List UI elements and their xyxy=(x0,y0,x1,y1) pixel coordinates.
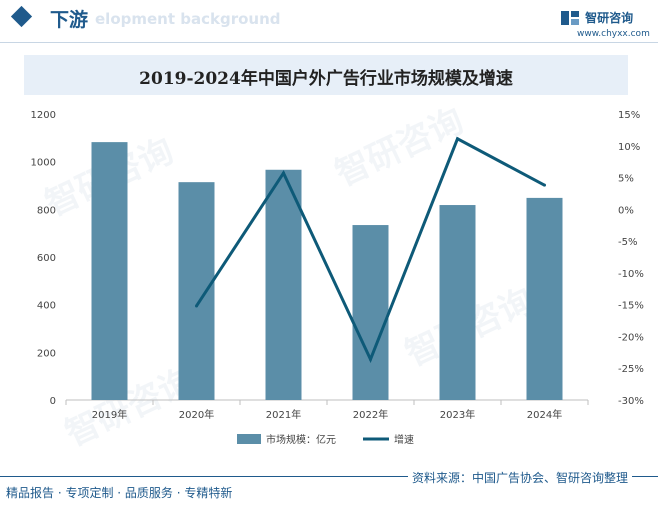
growth-point xyxy=(543,183,546,187)
bar-market-size xyxy=(526,197,563,400)
bar-market-size xyxy=(178,182,215,400)
legend-bar-swatch xyxy=(237,434,261,444)
growth-point xyxy=(195,304,198,308)
y-right-tick-label: -20% xyxy=(618,332,644,343)
bar-market-size xyxy=(265,169,302,400)
chart-title-band: 2019-2024年中国户外广告行业市场规模及增速 xyxy=(24,55,628,95)
y-left-tick-label: 600 xyxy=(37,253,56,264)
bar-market-size xyxy=(439,205,476,400)
y-right-tick-label: -5% xyxy=(618,237,637,248)
y-left-tick-label: 200 xyxy=(37,348,56,359)
brand-logo: 智研咨询 xyxy=(560,7,633,26)
footer-divider xyxy=(0,476,658,477)
x-tick-label: 2020年 xyxy=(179,408,214,421)
y-right-tick-label: 10% xyxy=(618,142,640,153)
y-right-tick-label: -25% xyxy=(618,364,644,375)
data-source: 资料来源：中国广告协会、智研咨询整理 xyxy=(408,469,633,486)
page-header: elopment background 下游 智研咨询 www.chyxx.co… xyxy=(0,0,658,44)
growth-point xyxy=(369,357,372,361)
market-size-chart: 2019年 2020年 2021年 2022年 2023年 2024年 0 200 400 600… xyxy=(31,110,644,446)
x-tick-label: 2021年 xyxy=(266,408,301,421)
section-subtitle: elopment background xyxy=(95,10,281,28)
logo-icon xyxy=(561,10,579,25)
bar-market-size xyxy=(352,225,389,400)
y-right-tick-label: -10% xyxy=(618,269,644,280)
y-right-tick-label: 5% xyxy=(618,174,634,185)
x-tick-label: 2024年 xyxy=(527,408,562,421)
bar-market-size xyxy=(91,142,128,400)
y-left-tick-label: 800 xyxy=(37,205,56,216)
legend-line-label: 增速 xyxy=(394,433,414,446)
section-title: 下游 xyxy=(50,9,89,31)
x-tick-label: 2022年 xyxy=(353,408,388,421)
y-right-tick-label: -30% xyxy=(618,396,644,407)
legend-bar-label: 市场规模：亿元 xyxy=(266,433,336,446)
x-tick-label: 2023年 xyxy=(440,408,475,421)
y-right-tick-label: 0% xyxy=(618,205,634,216)
header-divider xyxy=(0,42,658,43)
y-right-tick-label: 15% xyxy=(618,110,640,121)
y-left-tick-label: 1200 xyxy=(31,110,56,121)
chart-title: 2019-2024年中国户外广告行业市场规模及增速 xyxy=(139,69,513,89)
diamond-icon xyxy=(10,5,33,28)
y-left-tick-label: 0 xyxy=(50,396,56,407)
logo-url: www.chyxx.com xyxy=(577,29,650,39)
y-left-tick-label: 400 xyxy=(37,301,56,312)
logo-text: 智研咨询 xyxy=(585,11,634,25)
footer-slogan: 精品报告 · 专项定制 · 品质服务 · 专精特新 xyxy=(6,486,233,500)
y-right-tick-label: -15% xyxy=(618,301,644,312)
growth-point xyxy=(282,171,285,175)
y-left-tick-label: 1000 xyxy=(31,158,56,169)
x-tick-label: 2019年 xyxy=(92,408,127,421)
growth-point xyxy=(456,137,459,141)
